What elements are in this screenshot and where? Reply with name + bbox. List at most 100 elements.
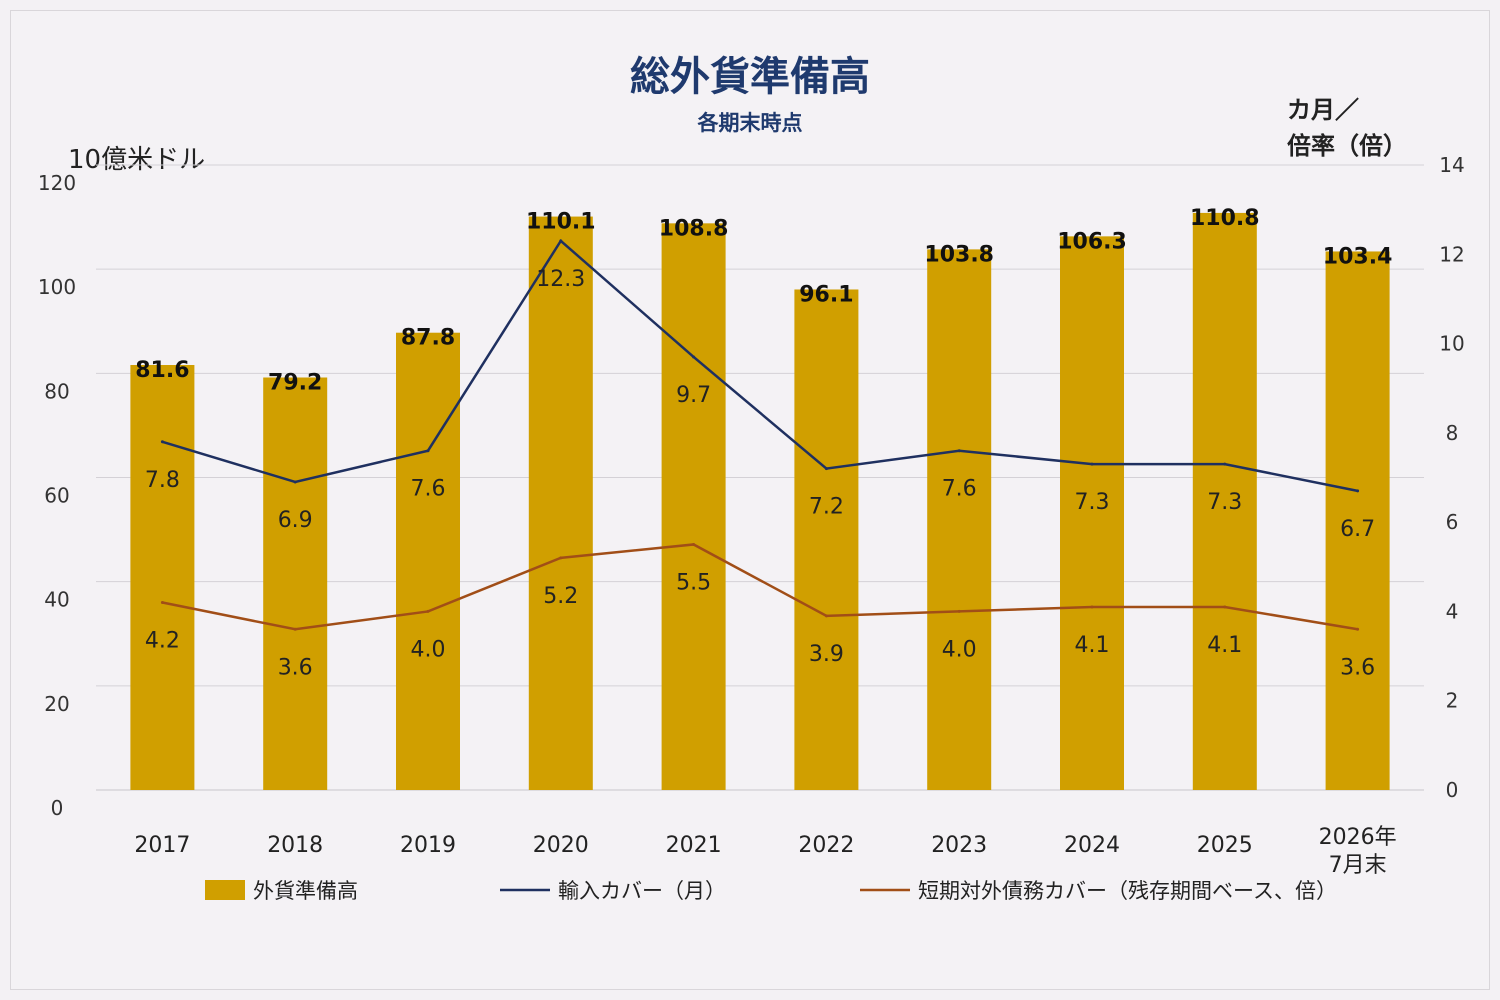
bar-value-label: 106.3 — [1057, 229, 1127, 254]
legend-label-debt: 短期対外債務カバー（残存期間ベース、倍） — [918, 879, 1337, 903]
chart-title: 総外貨準備高 — [630, 54, 870, 100]
debt-cover-line — [162, 543, 1358, 631]
import-cover-label: 7.3 — [1075, 490, 1110, 515]
x-tick-label: 2021 — [666, 833, 722, 858]
x-tick-label-line: 2022 — [798, 833, 854, 858]
debt-cover-label: 5.5 — [676, 570, 711, 595]
debt-cover-label: 5.2 — [543, 584, 578, 609]
left-tick-label: 100 — [38, 275, 76, 299]
debt-cover-line-point — [160, 601, 164, 604]
x-tick-label: 2019 — [400, 833, 456, 858]
bar-value-label: 103.8 — [924, 242, 994, 267]
debt-cover-line-point — [1223, 605, 1227, 609]
debt-cover-line-point — [426, 609, 430, 613]
debt-cover-line-point — [1090, 605, 1094, 609]
left-tick-label: 20 — [44, 692, 69, 716]
import-cover-label: 9.7 — [676, 383, 711, 408]
bar — [927, 249, 992, 790]
bar — [794, 289, 859, 790]
debt-cover-line-point — [824, 614, 828, 618]
bar — [528, 216, 593, 790]
left-tick-label: 0 — [51, 796, 64, 820]
import-cover-line-point — [559, 239, 563, 243]
left-tick-label: 60 — [44, 484, 69, 508]
x-tick-label-line: 2025 — [1197, 833, 1253, 858]
x-tick-label-line: 2026年 — [1319, 825, 1397, 850]
import-cover-label: 6.9 — [278, 508, 313, 533]
chart-subtitle: 各期末時点 — [697, 111, 803, 135]
right-axis-label-line1: カ月／ — [1287, 96, 1359, 124]
import-cover-label: 6.7 — [1340, 517, 1375, 542]
left-tick-label: 120 — [38, 171, 76, 195]
debt-cover-label: 4.1 — [1075, 633, 1110, 658]
bar — [396, 332, 460, 790]
x-tick-label: 2018 — [267, 833, 323, 858]
x-tick-label-line: 2017 — [134, 833, 190, 858]
left-tick-label: 40 — [44, 588, 69, 612]
right-tick-label: 8 — [1446, 421, 1459, 445]
import-cover-label: 7.3 — [1207, 490, 1242, 515]
bar — [661, 223, 726, 791]
x-tick-label: 2017 — [134, 833, 190, 858]
debt-cover-line-point — [1356, 627, 1360, 631]
import-cover-line-point — [1223, 462, 1227, 466]
debt-cover-line-point — [957, 609, 961, 613]
left-axis-label: 10億米ドル — [68, 145, 205, 175]
debt-cover-label: 3.9 — [809, 642, 844, 667]
x-tick-label-line: 7月末 — [1329, 853, 1387, 878]
import-cover-label: 7.8 — [145, 468, 180, 493]
x-tick-label: 2025 — [1197, 833, 1253, 858]
import-cover-line-point — [1356, 489, 1360, 493]
bar-value-label: 110.8 — [1190, 206, 1260, 231]
bar — [1325, 251, 1390, 791]
right-axis-label-line2: 倍率（倍） — [1287, 132, 1407, 160]
debt-cover-label: 3.6 — [1340, 655, 1375, 680]
right-tick-label: 10 — [1439, 332, 1464, 356]
debt-cover-line-point — [293, 627, 297, 631]
right-tick-label: 12 — [1439, 242, 1464, 266]
bar — [1192, 212, 1257, 790]
import-cover-line-point — [426, 449, 430, 453]
legend-label-bar: 外貨準備高 — [253, 879, 358, 903]
x-tick-label-line: 2020 — [533, 833, 589, 858]
legend-swatch-bar — [205, 880, 245, 900]
legend-label-import: 輸入カバー（月） — [558, 879, 726, 903]
bar-value-label: 79.2 — [268, 371, 322, 396]
x-tick-label-line: 2023 — [931, 833, 987, 858]
x-tick-label: 2023 — [931, 833, 987, 858]
debt-cover-line-point — [692, 542, 696, 546]
x-tick-label: 2026年 7月末 — [1319, 825, 1397, 878]
x-tick-label: 2024 — [1064, 833, 1120, 858]
debt-cover-label: 4.0 — [942, 637, 977, 662]
import-cover-line-point — [692, 355, 696, 359]
bar-value-label: 103.4 — [1323, 244, 1393, 269]
x-tick-label: 2022 — [798, 833, 854, 858]
debt-cover-label: 4.2 — [145, 629, 180, 654]
right-tick-label: 2 — [1446, 689, 1459, 713]
debt-cover-label: 4.1 — [1207, 633, 1242, 658]
x-tick-label-line: 2024 — [1064, 833, 1120, 858]
x-tick-label: 2020 — [533, 833, 589, 858]
bar-value-label: 81.6 — [135, 358, 189, 383]
x-tick-label-line: 2019 — [400, 833, 456, 858]
debt-cover-label: 3.6 — [278, 655, 313, 680]
right-tick-label: 14 — [1439, 153, 1464, 177]
right-tick-label: 4 — [1446, 599, 1459, 623]
import-cover-label: 12.3 — [536, 267, 585, 292]
bar-value-label: 108.8 — [659, 216, 729, 241]
debt-cover-label: 4.0 — [411, 637, 446, 662]
import-cover-line-point — [293, 480, 297, 484]
left-tick-label: 80 — [44, 379, 69, 403]
bar — [1060, 236, 1124, 790]
bar — [130, 365, 195, 790]
bar-value-label: 110.1 — [526, 210, 596, 235]
import-cover-line — [162, 238, 1358, 493]
x-tick-label-line: 2021 — [666, 833, 722, 858]
import-cover-label: 7.6 — [411, 477, 446, 502]
import-cover-line-point — [957, 449, 961, 453]
debt-cover-line-point — [559, 556, 563, 560]
import-cover-label: 7.2 — [809, 495, 844, 520]
bar — [263, 377, 328, 790]
right-tick-label: 0 — [1446, 778, 1459, 802]
